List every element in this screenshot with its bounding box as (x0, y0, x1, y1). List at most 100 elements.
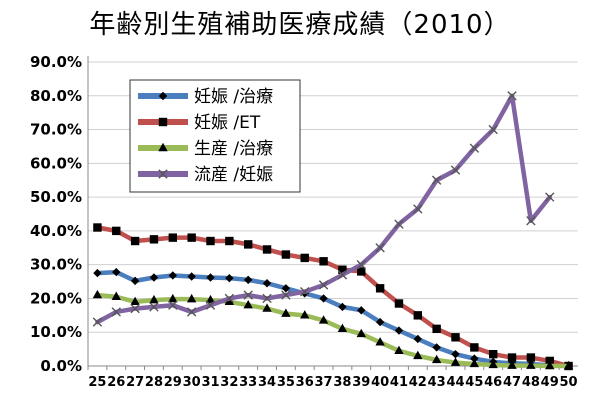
data-point (488, 359, 498, 369)
data-point (149, 302, 159, 312)
data-point (168, 271, 178, 280)
x-tick-label: 41 (390, 375, 408, 390)
data-point (451, 349, 460, 359)
data-point (545, 360, 555, 370)
x-tick-label: 48 (522, 375, 540, 390)
data-point (413, 311, 423, 320)
y-axis: 0.0% 10.0% 20.0% 30.0% 40.0% 50.0% 60.0% 70.0% 8… (30, 53, 89, 375)
legend-marker (158, 169, 168, 179)
data-point (432, 324, 441, 334)
x-tick-label: 31 (201, 375, 219, 390)
data-point (338, 265, 347, 274)
data-point (375, 284, 385, 293)
series-4 (92, 91, 555, 327)
data-point (413, 334, 423, 344)
data-point (318, 280, 329, 290)
data-point (130, 276, 140, 286)
data-point (111, 291, 121, 300)
data-point (112, 267, 121, 277)
x-tick-label: 46 (484, 375, 502, 390)
marker-stroke (469, 143, 480, 153)
data-point (206, 273, 215, 282)
legend-marker (158, 117, 168, 127)
x-tick-label: 39 (352, 375, 370, 390)
x-tick-label: 43 (428, 375, 446, 390)
marker-stroke (111, 307, 121, 317)
data-point (93, 268, 102, 278)
data-point (149, 273, 159, 282)
data-point (450, 357, 461, 366)
series-1 (93, 267, 573, 371)
data-point (526, 353, 536, 362)
data-point (394, 326, 404, 335)
data-point (337, 323, 348, 333)
data-point (394, 219, 404, 229)
x-tick-label: 35 (277, 375, 295, 390)
data-point (205, 294, 216, 304)
data-point (111, 307, 121, 317)
x-tick-label: 49 (541, 375, 559, 390)
data-point (187, 233, 196, 242)
x-tick-label: 32 (220, 375, 238, 390)
y-tick-label: 10.0% (30, 323, 82, 341)
x-tick-label: 36 (296, 375, 314, 390)
data-point (168, 233, 178, 242)
marker-stroke (158, 169, 168, 179)
data-point (450, 165, 461, 175)
legend-marker (158, 142, 168, 152)
data-point (356, 259, 366, 270)
x-tick-label: 44 (446, 375, 464, 390)
data-point (186, 307, 197, 317)
y-tick-label: 30.0% (30, 256, 82, 274)
data-point (149, 294, 159, 304)
series-3 (92, 289, 574, 370)
data-point (526, 216, 536, 226)
legend-label: 妊娠 /治療 (194, 87, 273, 107)
marker-stroke (337, 270, 348, 280)
data-point (130, 303, 140, 314)
series-line (95, 225, 571, 369)
legend-item: 生産 /治療 (138, 139, 273, 159)
data-point (413, 204, 423, 214)
data-point (187, 272, 196, 281)
data-point (356, 328, 366, 338)
data-point (205, 300, 216, 310)
data-point (337, 270, 348, 280)
marker-stroke (356, 259, 366, 270)
x-tick-label: 34 (258, 375, 276, 390)
marker-stroke (149, 302, 159, 312)
data-point (432, 343, 441, 352)
data-point (413, 350, 423, 360)
data-point (507, 353, 517, 362)
data-point (300, 286, 310, 297)
data-point (451, 333, 460, 342)
legend-label: 妊娠 /ET (194, 113, 261, 133)
series-2 (93, 223, 573, 371)
x-tick-label: 27 (126, 375, 144, 390)
y-tick-label: 70.0% (30, 121, 82, 139)
data-point (357, 306, 366, 315)
marker-stroke (413, 204, 423, 214)
x-tick-label: 37 (315, 375, 333, 390)
x-tick-label: 29 (164, 375, 182, 390)
y-tick-label: 0.0% (40, 357, 82, 375)
x-tick-label: 42 (409, 375, 427, 390)
y-tick-label: 40.0% (30, 222, 82, 240)
data-point (112, 226, 121, 236)
x-tick-label: 40 (371, 375, 389, 390)
data-point (281, 284, 291, 293)
data-point (262, 279, 272, 288)
marker-stroke (224, 293, 235, 304)
data-point (281, 250, 291, 259)
data-point (262, 303, 272, 312)
y-tick-label: 60.0% (30, 154, 82, 172)
marker-stroke (526, 216, 536, 226)
marker-stroke (545, 192, 555, 202)
data-point (300, 310, 310, 319)
legend-item: 流産 /妊娠 (138, 165, 273, 185)
data-point (130, 296, 140, 306)
data-point (206, 236, 215, 246)
x-tick-label: 30 (183, 375, 201, 390)
marker-stroke (186, 307, 197, 317)
x-tick-label: 33 (239, 375, 257, 390)
